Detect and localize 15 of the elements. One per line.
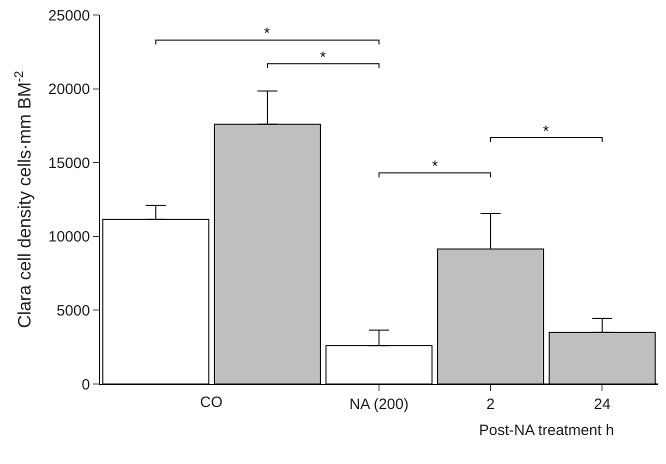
y-tick-label: 10000 (48, 228, 90, 246)
x-tick-label: 2 (486, 396, 495, 413)
annotation: * (320, 49, 326, 66)
x-tick-label: 24 (594, 396, 611, 413)
y-tick-label: 5000 (56, 302, 90, 320)
annotation: * (264, 25, 270, 42)
x-tick-label: NA (200) (349, 396, 409, 413)
annotation: * (432, 158, 438, 175)
y-tick-label: 20000 (48, 81, 90, 98)
x-axis-title: Post-NA treatment h (479, 422, 614, 439)
text: CO (200, 394, 222, 411)
y-tick-label: 0 (82, 376, 90, 394)
y-tick-label: 15000 (48, 154, 90, 172)
y-tick-label: 25000 (48, 7, 90, 24)
annotation: * (543, 123, 549, 140)
